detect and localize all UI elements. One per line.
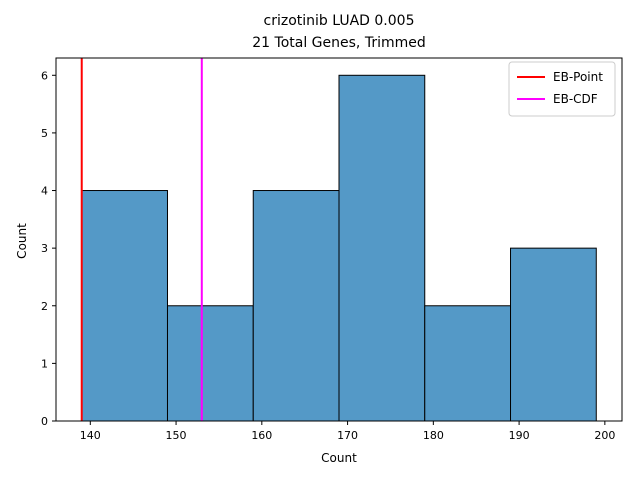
axes-layer: 140 150 160 170 180 190 200 0 1 2 3 4 5 6 — [41, 57, 623, 442]
reference-lines-layer — [80, 58, 203, 421]
histogram-bar-4 — [424, 305, 512, 422]
y-tick-label: 4 — [41, 185, 48, 198]
histogram-bar-0 — [81, 190, 168, 422]
chart-title: crizotinib LUAD 0.005 — [264, 13, 415, 29]
y-tick-label: 3 — [41, 242, 48, 255]
x-tick-label: 160 — [251, 429, 272, 442]
y-axis-label: Count — [15, 223, 29, 259]
histogram-bar-3 — [338, 74, 426, 422]
legend-label-eb-cdf: EB-CDF — [553, 92, 598, 106]
y-tick-label: 5 — [41, 127, 48, 140]
x-tick-label: 200 — [594, 429, 615, 442]
bars-layer — [81, 74, 597, 422]
y-tick-label: 6 — [41, 69, 48, 82]
y-tick-label: 0 — [41, 415, 48, 428]
x-tick-label: 140 — [80, 429, 101, 442]
x-tick-label: 190 — [509, 429, 530, 442]
y-tick-label: 2 — [41, 300, 48, 313]
x-tick-label: 180 — [423, 429, 444, 442]
plot-frame — [55, 57, 623, 422]
histogram-bar-1 — [166, 305, 254, 422]
legend-frame — [508, 61, 616, 117]
legend: EB-Point EB-CDF — [508, 61, 616, 117]
legend-label-eb-point: EB-Point — [553, 70, 603, 84]
histogram-bar-5 — [510, 247, 597, 422]
x-axis-label: Count — [321, 451, 357, 465]
x-tick-label: 170 — [337, 429, 358, 442]
x-tick-label: 150 — [166, 429, 187, 442]
histogram-bar-2 — [252, 190, 340, 422]
chart-subtitle: 21 Total Genes, Trimmed — [252, 35, 425, 51]
y-tick-label: 1 — [41, 357, 48, 370]
